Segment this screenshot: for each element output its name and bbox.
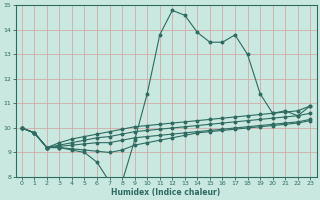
X-axis label: Humidex (Indice chaleur): Humidex (Indice chaleur) [111, 188, 221, 197]
